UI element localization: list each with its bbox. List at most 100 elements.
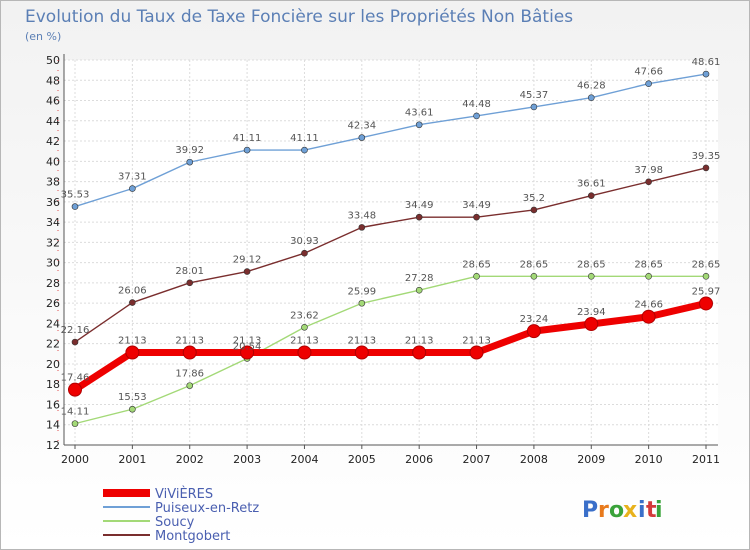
y-tick-label: 46 bbox=[46, 95, 60, 108]
data-point bbox=[645, 80, 652, 88]
y-tick-label: 20 bbox=[46, 358, 60, 371]
x-tick-label: 2011 bbox=[692, 453, 720, 466]
axes: 12 14 16 18 20 22 24 26 28 30 32 34 36 38 40 42 44 46 48 50… bbox=[46, 54, 720, 466]
data-label: 17.86 bbox=[175, 369, 204, 380]
data-point bbox=[530, 206, 538, 214]
y-tick-label: 32 bbox=[46, 236, 60, 249]
data-point bbox=[240, 345, 255, 360]
data-label: 23.62 bbox=[290, 310, 319, 321]
y-tick-label: 24 bbox=[46, 317, 60, 330]
x-tick-label: 2001 bbox=[118, 453, 146, 466]
logo-letter: i bbox=[655, 498, 663, 523]
data-label: 23.24 bbox=[520, 314, 549, 325]
y-tick-label: 28 bbox=[46, 277, 60, 290]
data-point bbox=[301, 249, 308, 257]
logo-letter: r bbox=[598, 498, 609, 523]
data-point bbox=[584, 317, 599, 332]
data-point bbox=[641, 309, 656, 324]
logo-letter: x bbox=[623, 498, 637, 523]
x-tick-label: 2007 bbox=[463, 453, 491, 466]
x-tick-label: 2010 bbox=[635, 453, 663, 466]
x-tick-label: 2008 bbox=[520, 453, 548, 466]
chart-title: Evolution du Taux de Taxe Foncière sur l… bbox=[25, 7, 573, 27]
x-tick-label: 2009 bbox=[577, 453, 605, 466]
y-tick-label: 18 bbox=[46, 378, 60, 391]
logo-letter: o bbox=[609, 498, 624, 523]
data-label: 23.94 bbox=[577, 307, 606, 318]
data-label: 28.65 bbox=[634, 259, 663, 270]
series-lines bbox=[68, 70, 713, 427]
data-point bbox=[243, 268, 251, 275]
logo-letter: P bbox=[582, 498, 598, 523]
data-point bbox=[699, 296, 713, 311]
data-label: 28.65 bbox=[520, 259, 549, 270]
data-label: 30.93 bbox=[290, 236, 319, 247]
data-point bbox=[702, 164, 710, 172]
data-label: 37.98 bbox=[634, 165, 663, 176]
data-point bbox=[129, 299, 136, 306]
data-label: 25.99 bbox=[347, 286, 376, 297]
data-label: 44.48 bbox=[462, 99, 491, 110]
data-point bbox=[68, 382, 82, 397]
data-label: 41.11 bbox=[290, 133, 319, 144]
data-point bbox=[526, 324, 541, 339]
legend-label: ViViÈRES bbox=[155, 486, 213, 502]
y-tick-label: 14 bbox=[46, 419, 60, 432]
data-label: 27.28 bbox=[405, 273, 434, 284]
y-tick-label: 16 bbox=[46, 398, 60, 411]
data-point bbox=[297, 345, 312, 360]
data-label: 28.65 bbox=[462, 259, 491, 270]
data-point bbox=[415, 213, 423, 221]
x-tick-label: 2000 bbox=[61, 453, 89, 466]
data-point bbox=[473, 213, 480, 221]
data-point bbox=[186, 382, 194, 389]
data-point bbox=[71, 203, 79, 210]
data-point bbox=[587, 273, 595, 280]
data-point bbox=[415, 121, 423, 129]
data-point bbox=[473, 112, 480, 120]
y-tick-label: 12 bbox=[46, 439, 60, 452]
data-point bbox=[412, 345, 427, 360]
data-point bbox=[182, 345, 197, 360]
legend-label: Puiseux-en-Retz bbox=[155, 501, 259, 516]
data-label: 21.13 bbox=[405, 335, 434, 346]
data-label: 21.13 bbox=[462, 335, 491, 346]
data-point bbox=[301, 146, 308, 154]
data-label: 34.49 bbox=[405, 200, 434, 211]
data-label: 39.35 bbox=[692, 151, 721, 162]
data-label: 21.13 bbox=[175, 335, 204, 346]
y-tick-label: 44 bbox=[46, 115, 60, 128]
legend-label: Montgobert bbox=[155, 529, 230, 544]
data-label: 41.11 bbox=[233, 133, 262, 144]
data-point bbox=[354, 345, 369, 360]
data-label: 48.61 bbox=[692, 57, 721, 68]
data-label: 21.13 bbox=[347, 335, 376, 346]
y-tick-label: 26 bbox=[46, 297, 60, 310]
data-point bbox=[358, 134, 366, 141]
data-label: 42.34 bbox=[347, 121, 376, 132]
plot-area bbox=[64, 60, 718, 445]
data-label: 36.61 bbox=[577, 179, 606, 190]
x-tick-label: 2006 bbox=[405, 453, 433, 466]
data-point bbox=[530, 103, 538, 111]
data-label: 20.54 bbox=[233, 341, 262, 352]
data-point bbox=[125, 345, 140, 360]
y-tick-label: 40 bbox=[46, 155, 60, 168]
data-label: 25.97 bbox=[692, 286, 721, 297]
logo-letter: i bbox=[638, 498, 646, 523]
data-label: 14.11 bbox=[61, 407, 90, 418]
data-point bbox=[129, 405, 136, 413]
data-point bbox=[473, 273, 480, 280]
data-point bbox=[71, 338, 79, 346]
series-line-puiseux-en-retz bbox=[74, 73, 707, 208]
series-line-soucy bbox=[74, 275, 707, 425]
legend-label: Soucy bbox=[155, 515, 195, 530]
data-label: 46.28 bbox=[577, 81, 606, 92]
data-label: 47.66 bbox=[634, 67, 663, 78]
data-label: 28.01 bbox=[175, 266, 204, 277]
data-point bbox=[702, 70, 710, 78]
data-label: 28.65 bbox=[692, 259, 721, 270]
x-tick-label: 2003 bbox=[233, 453, 261, 466]
series-line-montgobert bbox=[74, 167, 707, 343]
